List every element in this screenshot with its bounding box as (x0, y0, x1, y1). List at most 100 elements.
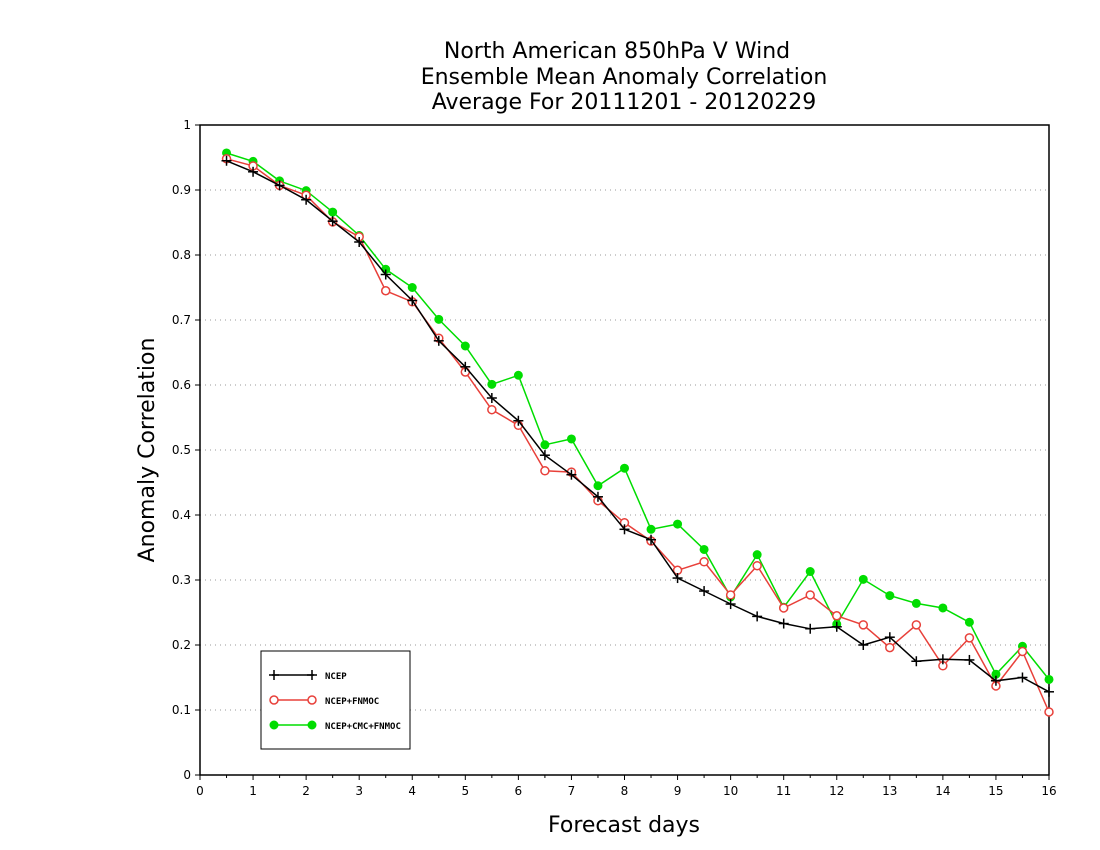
series-point (540, 440, 550, 450)
series-point (513, 370, 523, 380)
x-tick-label: 16 (1041, 784, 1056, 798)
y-tick-label: 0.8 (172, 248, 191, 262)
x-tick-label: 9 (674, 784, 682, 798)
legend-marker (269, 695, 279, 705)
x-tick-label: 3 (355, 784, 363, 798)
series-point (673, 519, 683, 529)
series-0 (221, 155, 1054, 697)
chart-title-line-2: Ensemble Mean Anomaly Correlation (421, 65, 828, 90)
y-tick-label: 1 (183, 118, 191, 132)
series-point (380, 269, 391, 280)
series-point (407, 283, 417, 292)
y-tick-label: 0.4 (172, 508, 191, 522)
y-tick-label: 0 (183, 768, 191, 782)
series-point (938, 603, 948, 613)
series-point (672, 573, 683, 584)
series-line (226, 152, 1050, 680)
grid-lines (200, 124, 1049, 711)
series-point (433, 335, 444, 346)
legend: NCEP NCEP+FNMOC NCEP+CMC+FNMOC (260, 650, 411, 750)
series-point (911, 620, 922, 630)
legend-marker (307, 670, 317, 680)
series-point (460, 341, 470, 351)
series-point (221, 155, 232, 166)
x-tick-label: 12 (829, 784, 844, 798)
series-2 (222, 148, 1054, 684)
series-point (540, 466, 550, 476)
series-point (885, 642, 895, 653)
x-tick-label: 4 (408, 784, 416, 798)
series-point (566, 434, 576, 444)
series-point (619, 524, 630, 535)
series-point (858, 574, 868, 584)
legend-label: NCEP (325, 672, 347, 682)
series-point (354, 237, 365, 247)
series-point (964, 654, 975, 665)
y-tick-label: 0.2 (172, 638, 191, 652)
series-point (487, 404, 497, 415)
series-point (1017, 646, 1028, 657)
series-point (778, 618, 789, 629)
series-point (831, 621, 842, 632)
series-point (778, 603, 789, 613)
series-point (301, 194, 312, 205)
series-point (380, 286, 391, 296)
x-tick-label: 14 (935, 784, 950, 798)
series-point (274, 180, 285, 191)
series-point (911, 656, 922, 667)
y-tick-label: 0.7 (172, 313, 191, 327)
series-point (911, 598, 921, 608)
y-axis: 0 0.1 0.2 0.3 0.4 0.5 0.6 0.7 0.8 0.9 1 (172, 118, 200, 782)
chart-title-line-3: Average For 20111201 - 20120229 (432, 90, 817, 115)
series-point (752, 550, 762, 560)
series-point (964, 617, 974, 627)
series-point (725, 590, 736, 600)
legend-marker (269, 720, 279, 730)
series-point (1017, 672, 1028, 683)
x-tick-label: 13 (882, 784, 897, 798)
series-point (407, 295, 418, 306)
series-point (990, 675, 1001, 686)
legend-item: NCEP (269, 670, 347, 682)
legend-marker (307, 695, 317, 705)
series-point (487, 379, 497, 389)
x-tick-label: 5 (461, 784, 469, 798)
x-tick-label: 10 (723, 784, 738, 798)
series-point (964, 633, 975, 643)
legend-marker (269, 670, 279, 680)
series-point (1044, 686, 1054, 697)
legend-label: NCEP+FNMOC (325, 697, 379, 707)
series-point (805, 567, 815, 577)
y-tick-label: 0.5 (172, 443, 191, 457)
series-point (858, 620, 869, 630)
series-point (884, 632, 895, 643)
series-point (937, 654, 948, 665)
series-point (460, 361, 471, 372)
legend-item: NCEP+FNMOC (269, 695, 379, 707)
series-point (327, 216, 338, 227)
x-tick-label: 6 (515, 784, 523, 798)
series-layer (221, 148, 1054, 717)
series-point (539, 450, 550, 461)
x-axis: 0 1 2 3 4 5 6 7 8 9 10 11 12 13 14 15 16 (196, 775, 1057, 798)
y-tick-label: 0.1 (172, 703, 191, 717)
legend-marker (307, 720, 317, 730)
series-point (1044, 707, 1054, 717)
series-point (646, 534, 657, 545)
series-line (226, 158, 1050, 713)
y-tick-label: 0.3 (172, 573, 191, 587)
x-tick-label: 1 (249, 784, 257, 798)
series-point (620, 463, 629, 473)
x-tick-label: 0 (196, 784, 204, 798)
series-point (805, 623, 816, 634)
y-tick-label: 0.6 (172, 378, 191, 392)
series-point (1044, 674, 1054, 684)
series-point (885, 591, 895, 601)
series-point (592, 491, 603, 502)
series-point (832, 611, 842, 621)
series-point (566, 469, 577, 480)
series-1 (221, 154, 1054, 717)
series-point (752, 611, 763, 622)
x-tick-label: 2 (302, 784, 310, 798)
